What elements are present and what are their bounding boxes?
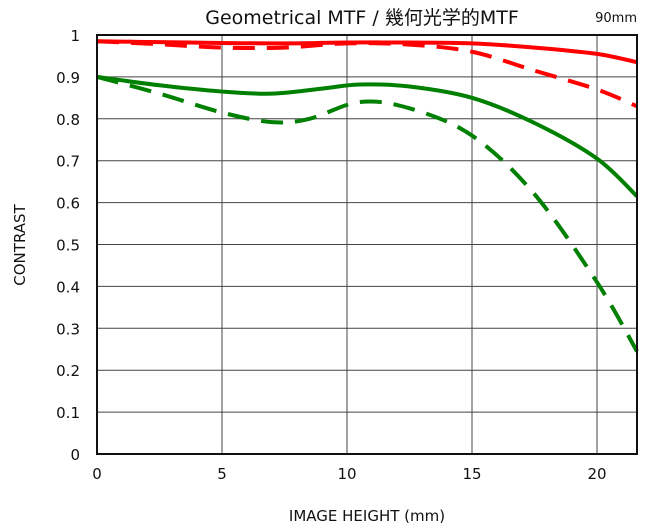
y-tick-label: 0.7 [56, 153, 80, 171]
series-line-30-lp-mm-meridional [96, 74, 639, 353]
y-tick-label: 0.4 [56, 278, 80, 296]
y-tick-label: 0 [70, 446, 80, 464]
y-tick-label: 0.3 [56, 320, 80, 338]
y-axis-label: CONTRAST [11, 203, 29, 285]
chart-title: Geometrical MTF / 幾何光学的MTF [205, 7, 519, 29]
x-tick-label: 5 [217, 465, 227, 483]
x-tick-label: 20 [587, 465, 606, 483]
x-axis-label: IMAGE HEIGHT (mm) [289, 507, 445, 524]
series-line-10-lp-mm-meridional [96, 39, 638, 109]
y-tick-label: 0.8 [56, 111, 80, 129]
tick-labels: 0 5 10 15 20 0 0.1 0.2 0.3 0.4 0.5 0.6 0.7 0.8 0.9 1 [56, 27, 606, 483]
y-tick-label: 0.9 [56, 69, 80, 87]
y-tick-label: 0.5 [56, 237, 80, 255]
y-tick-label: 0.1 [56, 404, 80, 422]
chart-subtitle: 90mm [595, 11, 637, 26]
y-tick-label: 0.2 [56, 362, 80, 380]
series-lines [96, 39, 639, 353]
x-tick-label: 15 [462, 465, 481, 483]
y-tick-label: 0.6 [56, 195, 80, 213]
plot-frame [96, 34, 638, 455]
y-tick-label: 1 [70, 27, 80, 45]
x-tick-label: 0 [92, 465, 102, 483]
series-line-30-lp-mm-sagittal [96, 74, 639, 198]
x-tick-label: 10 [337, 465, 356, 483]
